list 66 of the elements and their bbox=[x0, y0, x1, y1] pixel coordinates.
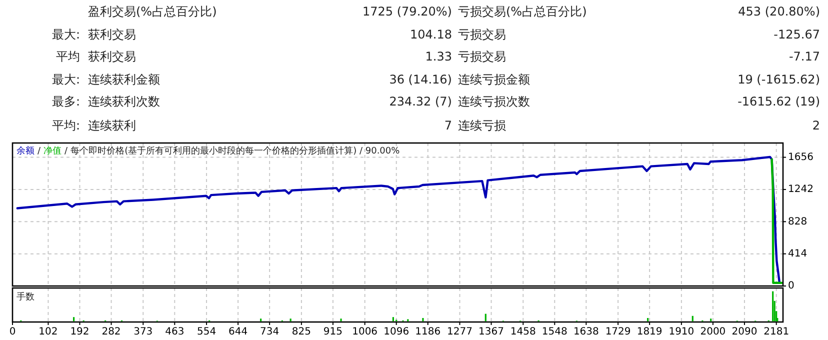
text: 19 (-1615.62) bbox=[738, 72, 820, 86]
text: 获利交易 bbox=[88, 49, 136, 64]
y-tick-label: 1242 bbox=[788, 184, 814, 196]
x-tick-label: 1638 bbox=[573, 326, 599, 338]
x-tick-label: 734 bbox=[260, 326, 280, 338]
chart-title: 每个即时价格(基于所有可利用的最小时段的每一个价格的分形插值计算) / 90.00% bbox=[70, 145, 400, 156]
text: 453 (20.80%) bbox=[738, 4, 820, 18]
text: -1615.62 (19) bbox=[738, 94, 820, 108]
x-tick-label: 644 bbox=[228, 326, 248, 338]
line-series bbox=[16, 156, 781, 284]
text: 连续获利金额 bbox=[88, 72, 160, 86]
x-tick-label: 102 bbox=[38, 326, 58, 338]
text: 连续获利次数 bbox=[88, 94, 160, 108]
y-tick-label: 0 bbox=[788, 280, 794, 292]
text: 最大: bbox=[52, 72, 80, 86]
x-tick-label: 1548 bbox=[542, 326, 568, 338]
text: 亏损交易(%占总百分比) bbox=[458, 4, 587, 18]
annotation: / bbox=[38, 146, 42, 156]
text: 连续亏损金额 bbox=[458, 72, 530, 86]
text: 2 bbox=[812, 118, 820, 132]
text: 104.18 bbox=[410, 27, 452, 42]
text: 亏损交易 bbox=[458, 27, 506, 42]
x-tick-label: 0 bbox=[9, 326, 16, 338]
text: 最多: bbox=[52, 94, 80, 108]
text: 平均 bbox=[56, 49, 80, 64]
chart-title: 手数 bbox=[16, 291, 34, 302]
y-tick-label: 1656 bbox=[788, 152, 814, 164]
text: 最大: bbox=[52, 27, 80, 42]
text: -7.17 bbox=[788, 49, 820, 64]
x-tick-label: 825 bbox=[292, 326, 311, 338]
text: 1725 (79.20%) bbox=[362, 4, 452, 18]
text: 亏损交易 bbox=[458, 49, 506, 64]
x-tick-label: 282 bbox=[102, 326, 121, 338]
text: 平均: bbox=[52, 118, 80, 132]
x-tick-label: 1819 bbox=[636, 326, 662, 338]
x-tick-label: 1006 bbox=[352, 326, 378, 338]
x-tick-label: 1910 bbox=[668, 326, 694, 338]
text: 36 (14.16) bbox=[389, 72, 452, 86]
x-tick-label: 1096 bbox=[384, 326, 410, 338]
text: 净值 bbox=[44, 145, 62, 156]
y-tick-label: 414 bbox=[788, 248, 808, 260]
x-tick-label: 2181 bbox=[764, 326, 790, 338]
x-tick-label: 1729 bbox=[605, 326, 631, 338]
y-tick-label: 828 bbox=[788, 216, 808, 228]
x-tick-label: 463 bbox=[165, 326, 184, 338]
x-tick-label: 1367 bbox=[478, 326, 504, 338]
text: 1.33 bbox=[425, 49, 452, 64]
x-tick-label: 1458 bbox=[510, 326, 536, 338]
text: 7 bbox=[444, 118, 452, 132]
x-tick-label: 554 bbox=[196, 326, 216, 338]
text: 连续亏损次数 bbox=[458, 94, 530, 108]
x-tick-label: 2000 bbox=[700, 326, 726, 338]
text: 盈利交易(%占总百分比) bbox=[88, 4, 217, 18]
text: 余额 bbox=[16, 145, 34, 156]
x-tick-label: 192 bbox=[70, 326, 90, 338]
x-tick-label: 915 bbox=[323, 326, 343, 338]
annotation: / bbox=[64, 146, 69, 156]
text: 连续亏损 bbox=[458, 118, 506, 132]
text: 连续获利 bbox=[88, 118, 136, 132]
text: -125.67 bbox=[774, 27, 820, 42]
x-tick-label: 373 bbox=[134, 326, 153, 338]
text: 获利交易 bbox=[88, 27, 136, 42]
x-tick-label: 1277 bbox=[447, 326, 472, 338]
x-tick-label: 2090 bbox=[732, 326, 758, 338]
text: 234.32 (7) bbox=[389, 94, 452, 108]
x-tick-label: 1186 bbox=[415, 326, 441, 338]
